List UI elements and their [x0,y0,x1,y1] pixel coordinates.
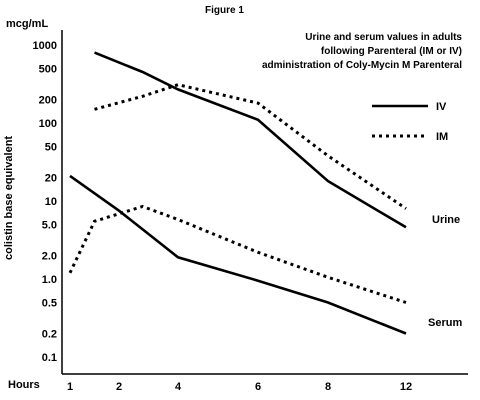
y-tick-label: 100 [39,118,57,130]
y-ticks: 1000 500 200 100 50 20 10 5.0 2.0 1.0 0.5 0.2 0.1 [33,40,57,364]
serum-im-series-line [68,204,407,304]
legend-im-label: IM [436,131,448,143]
x-tick-label: 8 [325,381,331,393]
y-tick-label: 10 [45,196,57,208]
figure-label: Figure 1 [205,5,244,16]
x-axis-label: Hours [8,379,40,391]
chart-title-line-1: Urine and serum values in adults [305,32,462,43]
legend: IV IM [372,101,448,143]
y-tick-label: 0.5 [42,298,57,310]
x-tick-label: 2 [116,381,122,393]
y-unit-label: mcg/mL [6,18,48,30]
urine-im-series-line [94,83,407,210]
y-tick-label: 500 [39,64,57,76]
x-tick-label: 1 [67,381,73,393]
y-tick-label: 0.1 [42,352,57,364]
y-tick-label: 1000 [33,40,57,52]
x-ticks: 1 2 4 6 8 12 [67,381,412,393]
series-layer [68,51,407,335]
x-tick-label: 4 [175,381,182,393]
y-tick-label: 0.2 [42,329,57,341]
y-tick-label: 200 [39,95,57,107]
chart-title-line-2: following Parenteral (IM or IV) [321,46,462,57]
legend-iv-label: IV [436,101,447,113]
y-tick-label: 20 [45,173,57,185]
y-tick-label: 1.0 [42,274,57,286]
y-tick-label: 2.0 [42,251,57,263]
urine-group-label: Urine [432,214,460,226]
x-tick-label: 6 [255,381,261,393]
serum-group-label: Serum [428,317,462,329]
y-tick-label: 50 [45,142,57,154]
x-tick-label: 12 [400,381,412,393]
serum-iv-series-line [69,174,407,335]
chart-title-line-3: administration of Coly-Mycin M Parentera… [262,60,462,71]
y-axis-label: colistin base equivalent [3,136,15,260]
y-tick-label: 5.0 [42,220,57,232]
urine-iv-series-line [94,51,407,229]
